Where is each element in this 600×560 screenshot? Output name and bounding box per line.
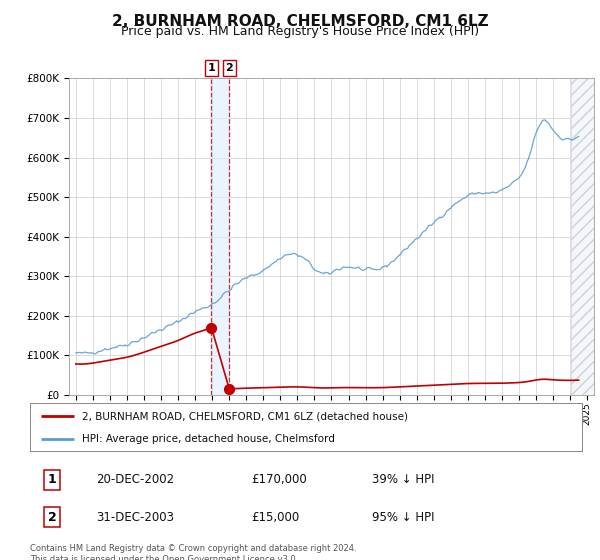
Text: 2, BURNHAM ROAD, CHELMSFORD, CM1 6LZ: 2, BURNHAM ROAD, CHELMSFORD, CM1 6LZ [112,14,488,29]
Text: 1: 1 [208,63,215,73]
Text: £170,000: £170,000 [251,473,307,487]
Text: 20-DEC-2002: 20-DEC-2002 [96,473,175,487]
Text: 1: 1 [48,473,56,487]
Text: Price paid vs. HM Land Registry's House Price Index (HPI): Price paid vs. HM Land Registry's House … [121,25,479,38]
Text: 2, BURNHAM ROAD, CHELMSFORD, CM1 6LZ (detached house): 2, BURNHAM ROAD, CHELMSFORD, CM1 6LZ (de… [82,411,409,421]
Text: 2: 2 [226,63,233,73]
Point [206,323,216,332]
Bar [571,78,594,395]
Bar [571,78,594,395]
Text: 31-DEC-2003: 31-DEC-2003 [96,511,174,524]
Text: 39% ↓ HPI: 39% ↓ HPI [372,473,435,487]
Point [224,384,234,393]
Text: £15,000: £15,000 [251,511,299,524]
Text: 95% ↓ HPI: 95% ↓ HPI [372,511,435,524]
Bar [211,78,229,395]
Text: Contains HM Land Registry data © Crown copyright and database right 2024.
This d: Contains HM Land Registry data © Crown c… [30,544,356,560]
Text: HPI: Average price, detached house, Chelmsford: HPI: Average price, detached house, Chel… [82,434,335,444]
Text: 2: 2 [48,511,56,524]
